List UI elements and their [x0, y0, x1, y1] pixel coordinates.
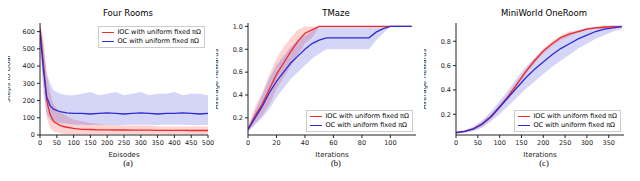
- svg-text:200: 200: [101, 139, 113, 147]
- svg-text:450: 450: [185, 139, 197, 147]
- svg-text:0.4: 0.4: [441, 86, 451, 94]
- svg-text:600: 600: [23, 28, 35, 36]
- html-text:OC with uniform fixed πΩ: OC with uniform fixed πΩ: [325, 121, 408, 129]
- svg-text:Average Rewards: Average Rewards: [424, 48, 428, 109]
- svg-text:0.2: 0.2: [441, 111, 451, 119]
- html-text:(c): (c): [539, 158, 549, 168]
- svg-text:100: 100: [23, 114, 35, 122]
- svg-text:80: 80: [358, 139, 366, 147]
- svg-text:0: 0: [38, 139, 42, 147]
- svg-text:50: 50: [53, 139, 61, 147]
- html-text:OC with uniform fixed πΩ: OC with uniform fixed πΩ: [533, 121, 616, 129]
- svg-text:0: 0: [246, 139, 250, 147]
- svg-text:300: 300: [581, 139, 593, 147]
- svg-text:400: 400: [23, 62, 35, 70]
- svg-text:Episodes: Episodes: [108, 151, 139, 157]
- svg-text:40: 40: [301, 139, 309, 147]
- svg-text:0.2: 0.2: [233, 114, 243, 122]
- svg-text:1.0: 1.0: [233, 23, 243, 31]
- svg-text:Steps to Goal: Steps to Goal: [8, 55, 12, 102]
- svg-text:Iterations: Iterations: [315, 151, 349, 157]
- html-text:(a): (a): [123, 158, 133, 168]
- svg-text:100: 100: [493, 139, 505, 147]
- svg-text:250: 250: [559, 139, 571, 147]
- svg-text:60: 60: [329, 139, 337, 147]
- html-text:IOC with uniform fixed πΩ: IOC with uniform fixed πΩ: [533, 112, 617, 120]
- svg-text:0.4: 0.4: [233, 91, 243, 99]
- svg-text:Iterations: Iterations: [523, 151, 557, 157]
- svg-text:200: 200: [537, 139, 549, 147]
- html-text:Four Rooms: Four Rooms: [103, 8, 153, 18]
- svg-text:0.8: 0.8: [441, 38, 451, 46]
- html-text:OC with uniform fixed πΩ: OC with uniform fixed πΩ: [117, 37, 200, 45]
- svg-text:0.6: 0.6: [233, 68, 243, 76]
- svg-text:20: 20: [272, 139, 280, 147]
- html-text:IOC with uniform fixed πΩ: IOC with uniform fixed πΩ: [325, 112, 409, 120]
- svg-text:0.8: 0.8: [233, 46, 243, 54]
- svg-text:50: 50: [474, 139, 482, 147]
- svg-text:0: 0: [454, 139, 458, 147]
- html-text:(b): (b): [331, 158, 341, 168]
- svg-text:350: 350: [603, 139, 615, 147]
- svg-text:0.6: 0.6: [441, 62, 451, 70]
- svg-text:300: 300: [135, 139, 147, 147]
- html-text:MiniWorld OneRoom: MiniWorld OneRoom: [501, 8, 587, 18]
- svg-text:100: 100: [384, 139, 396, 147]
- svg-text:500: 500: [23, 45, 35, 53]
- svg-text:200: 200: [23, 97, 35, 105]
- svg-text:0: 0: [31, 131, 35, 139]
- svg-text:250: 250: [118, 139, 130, 147]
- svg-text:300: 300: [23, 80, 35, 88]
- svg-text:500: 500: [202, 139, 214, 147]
- html-text:TMaze: TMaze: [322, 8, 350, 18]
- svg-text:150: 150: [515, 139, 527, 147]
- svg-text:150: 150: [84, 139, 96, 147]
- svg-text:100: 100: [67, 139, 79, 147]
- svg-text:400: 400: [168, 139, 180, 147]
- svg-text:350: 350: [151, 139, 163, 147]
- svg-text:Average Rewards: Average Rewards: [216, 48, 220, 109]
- html-text:IOC with uniform fixed πΩ: IOC with uniform fixed πΩ: [117, 28, 201, 36]
